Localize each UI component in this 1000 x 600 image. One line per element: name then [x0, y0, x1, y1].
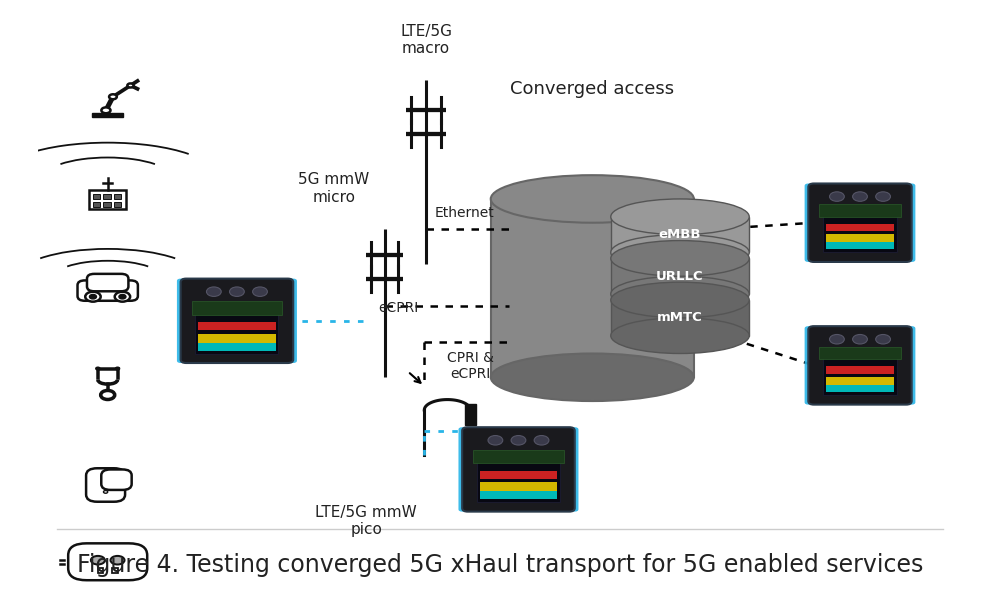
- Circle shape: [89, 295, 96, 299]
- Bar: [611, 217, 749, 253]
- Bar: [192, 301, 282, 315]
- Bar: [93, 202, 100, 206]
- FancyBboxPatch shape: [808, 326, 912, 404]
- FancyBboxPatch shape: [897, 184, 915, 262]
- FancyBboxPatch shape: [278, 278, 297, 363]
- Circle shape: [511, 436, 526, 445]
- Text: LTE/5G mmW
pico: LTE/5G mmW pico: [315, 505, 417, 538]
- Text: eCPRI: eCPRI: [378, 301, 419, 315]
- Text: Converged access: Converged access: [510, 80, 674, 98]
- Bar: [819, 347, 901, 359]
- FancyBboxPatch shape: [68, 544, 147, 580]
- Circle shape: [109, 94, 117, 99]
- Circle shape: [115, 292, 130, 302]
- Bar: [103, 202, 111, 206]
- Circle shape: [534, 436, 549, 445]
- Circle shape: [96, 367, 100, 370]
- Circle shape: [115, 367, 120, 370]
- Circle shape: [85, 292, 101, 302]
- Bar: [826, 385, 894, 392]
- Bar: [89, 190, 126, 209]
- Bar: [98, 568, 103, 573]
- Ellipse shape: [611, 276, 749, 312]
- Bar: [819, 204, 901, 217]
- Bar: [480, 491, 557, 499]
- FancyBboxPatch shape: [805, 326, 823, 404]
- Ellipse shape: [611, 318, 749, 353]
- Circle shape: [830, 334, 844, 344]
- Text: Figure 4. Testing converged 5G xHaul transport for 5G enabled services: Figure 4. Testing converged 5G xHaul tra…: [77, 553, 923, 577]
- Ellipse shape: [611, 199, 749, 235]
- Circle shape: [853, 334, 867, 344]
- Ellipse shape: [111, 556, 125, 565]
- Bar: [198, 343, 276, 350]
- FancyBboxPatch shape: [808, 184, 912, 262]
- Bar: [611, 259, 749, 294]
- Text: eMBB: eMBB: [659, 228, 701, 241]
- Ellipse shape: [491, 175, 694, 223]
- Bar: [465, 404, 476, 425]
- Bar: [473, 449, 564, 463]
- Bar: [826, 242, 894, 250]
- Text: Ethernet: Ethernet: [435, 206, 495, 220]
- Bar: [92, 113, 123, 117]
- FancyBboxPatch shape: [101, 469, 132, 490]
- FancyBboxPatch shape: [462, 427, 575, 512]
- Bar: [195, 311, 278, 353]
- Circle shape: [101, 391, 115, 400]
- Bar: [823, 213, 897, 253]
- Ellipse shape: [611, 235, 749, 270]
- Bar: [480, 482, 557, 493]
- Bar: [114, 194, 121, 199]
- Circle shape: [119, 295, 126, 299]
- Circle shape: [103, 491, 108, 493]
- Text: CPRI &
eCPRI: CPRI & eCPRI: [447, 350, 494, 381]
- Circle shape: [101, 107, 111, 113]
- Ellipse shape: [611, 241, 749, 276]
- Bar: [826, 367, 894, 374]
- Bar: [611, 300, 749, 335]
- Bar: [93, 194, 100, 199]
- Bar: [480, 471, 557, 479]
- FancyBboxPatch shape: [458, 427, 477, 512]
- FancyBboxPatch shape: [177, 278, 195, 363]
- Bar: [491, 199, 694, 377]
- Circle shape: [853, 192, 867, 202]
- Bar: [103, 194, 111, 199]
- Ellipse shape: [91, 556, 105, 565]
- Bar: [198, 322, 276, 330]
- FancyBboxPatch shape: [805, 184, 823, 262]
- Circle shape: [206, 287, 221, 296]
- Bar: [477, 460, 560, 502]
- FancyBboxPatch shape: [560, 427, 578, 512]
- Bar: [826, 224, 894, 231]
- Bar: [198, 334, 276, 344]
- FancyBboxPatch shape: [87, 274, 128, 291]
- Text: LTE/5G
macro: LTE/5G macro: [400, 24, 452, 56]
- Circle shape: [830, 192, 844, 202]
- Bar: [826, 377, 894, 386]
- FancyBboxPatch shape: [86, 468, 125, 502]
- Bar: [826, 234, 894, 244]
- FancyBboxPatch shape: [897, 326, 915, 404]
- Circle shape: [253, 287, 267, 296]
- Text: URLLC: URLLC: [656, 270, 704, 283]
- Circle shape: [230, 287, 244, 296]
- Text: 5G mmW
micro: 5G mmW micro: [298, 172, 369, 205]
- Ellipse shape: [611, 282, 749, 318]
- Bar: [112, 568, 118, 573]
- FancyBboxPatch shape: [78, 280, 138, 301]
- Circle shape: [488, 436, 503, 445]
- Ellipse shape: [491, 353, 694, 401]
- Circle shape: [127, 83, 134, 88]
- FancyBboxPatch shape: [181, 278, 293, 363]
- Bar: [823, 356, 897, 395]
- Bar: [114, 202, 121, 206]
- Circle shape: [876, 192, 890, 202]
- Text: mMTC: mMTC: [657, 311, 703, 325]
- Circle shape: [876, 334, 890, 344]
